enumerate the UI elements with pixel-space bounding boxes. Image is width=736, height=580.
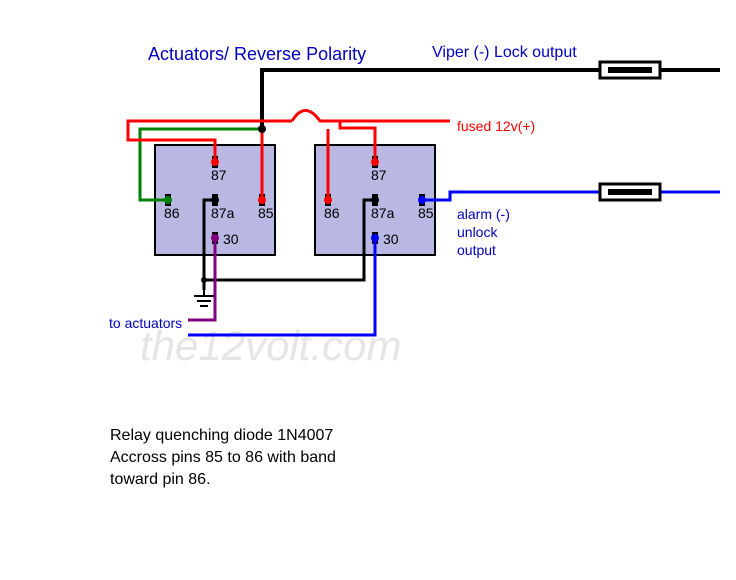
ground-symbol xyxy=(194,290,214,306)
label-alarm-unlock: alarm (-) unlock output xyxy=(457,205,510,259)
diagram-title: Actuators/ Reverse Polarity xyxy=(148,44,366,65)
junction-dot xyxy=(371,234,379,242)
pin-label-87: 87 xyxy=(371,167,387,183)
junction-dot xyxy=(258,125,266,133)
pin-label-87a: 87a xyxy=(211,205,235,221)
wire-blue-85-right-out xyxy=(422,192,720,200)
pin-label-86: 86 xyxy=(324,205,340,221)
junction-dot xyxy=(258,196,266,204)
pin-label-85: 85 xyxy=(418,205,434,221)
junction-dot xyxy=(211,158,219,166)
junction-dot xyxy=(201,277,207,283)
diagram-canvas: the12volt.com 3085868787a3085868787a xyxy=(0,0,736,580)
label-fused-12v: fused 12v(+) xyxy=(457,118,535,134)
junction-dot xyxy=(371,196,379,204)
label-viper-lock: Viper (-) Lock output xyxy=(432,44,577,62)
junction-dot xyxy=(371,158,379,166)
junction-dot xyxy=(324,196,332,204)
label-diode-note: Relay quenching diode 1N4007 Accross pin… xyxy=(110,425,336,491)
label-to-actuators: to actuators xyxy=(109,315,182,331)
wire-red-bridge-arc xyxy=(292,111,340,122)
junction-dot xyxy=(211,234,219,242)
junction-dot xyxy=(164,196,172,204)
pin-label-30: 30 xyxy=(383,231,399,247)
pin-label-87: 87 xyxy=(211,167,227,183)
pin-label-30: 30 xyxy=(223,231,239,247)
pin-label-87a: 87a xyxy=(371,205,395,221)
junction-dot xyxy=(418,196,426,204)
junction-dot xyxy=(211,196,219,204)
pin-label-86: 86 xyxy=(164,205,180,221)
pin-label-85: 85 xyxy=(258,205,274,221)
